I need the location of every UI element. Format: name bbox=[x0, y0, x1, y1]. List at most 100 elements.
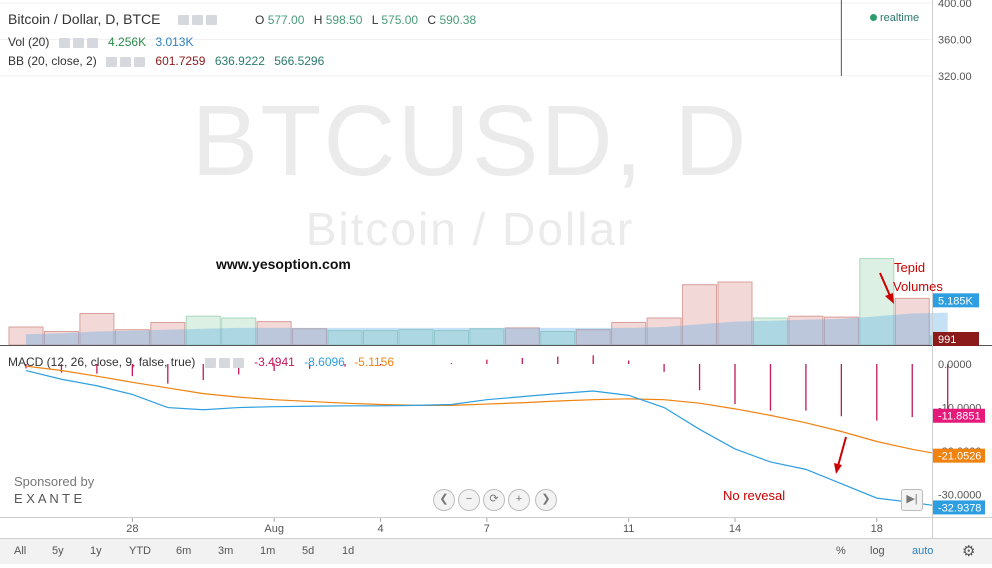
volume-bar bbox=[221, 317, 257, 346]
macd-tick-label: -30.0000 bbox=[938, 490, 981, 502]
time-tick-label: 11 bbox=[623, 523, 634, 535]
auto-toggle[interactable]: auto bbox=[912, 545, 934, 557]
sponsor-brand[interactable]: E X A N T E bbox=[14, 491, 82, 506]
macd-legend: MACD (12, 26, close, 9, false, true) -3.… bbox=[8, 355, 394, 369]
vol-legend: Vol (20) 4.256K 3.013K bbox=[8, 35, 193, 49]
close-label: C bbox=[427, 13, 437, 27]
macd-label-text: -11.8851 bbox=[938, 411, 981, 423]
bb-value-3: 566.5296 bbox=[274, 54, 325, 68]
macd-label: MACD (12, 26, close, 9, false, true) bbox=[8, 355, 196, 369]
macd-eye-icon[interactable] bbox=[204, 357, 216, 368]
range-1y[interactable]: 1y bbox=[90, 545, 102, 557]
arrow-volumes-icon bbox=[879, 272, 894, 304]
high-value: 598.50 bbox=[325, 13, 363, 27]
range-5y[interactable]: 5y bbox=[52, 545, 64, 557]
bb-settings-icon[interactable] bbox=[120, 56, 132, 67]
tepid-annotation: Tepid bbox=[894, 260, 925, 275]
macd-value-3: -5.1156 bbox=[354, 355, 394, 369]
watermark-symbol: BTCUSD, D bbox=[192, 85, 749, 197]
range-1d[interactable]: 1d bbox=[342, 545, 355, 557]
volume-bar bbox=[185, 315, 221, 346]
macd-label-text: -21.0526 bbox=[938, 451, 981, 463]
price-tick-label: 360.00 bbox=[938, 34, 972, 46]
macd-value-2: -8.6096 bbox=[304, 355, 345, 369]
realtime-dot-icon bbox=[870, 14, 877, 21]
bb-eye-icon[interactable] bbox=[106, 56, 118, 67]
ohlc-readout: O 577.00 H 598.50 L 575.00 C 590.38 bbox=[255, 13, 476, 27]
price-tick-label: 320.00 bbox=[938, 71, 972, 83]
volumes-annotation: Volumes bbox=[893, 279, 943, 294]
macd-label-box bbox=[933, 500, 985, 515]
vol-eye-icon[interactable] bbox=[58, 37, 70, 48]
chevron-left-icon: ❮ bbox=[439, 493, 449, 505]
bb-label: BB (20, close, 2) bbox=[8, 54, 97, 68]
price-label-box bbox=[933, 332, 979, 346]
macd-label-text: -32.9378 bbox=[938, 502, 981, 514]
zoom-out-button[interactable]: − bbox=[458, 489, 480, 511]
volume-bar bbox=[752, 317, 788, 346]
volume-bar bbox=[788, 315, 824, 346]
high-label: H bbox=[313, 13, 323, 27]
sponsor-label: Sponsored by bbox=[14, 474, 95, 489]
macd-tick-label: 0.0000 bbox=[938, 359, 972, 371]
eye-icon[interactable] bbox=[178, 15, 190, 26]
no-reversal-annotation: No revesal bbox=[723, 488, 785, 503]
bb-value-1: 601.7259 bbox=[155, 54, 206, 68]
time-tick-label: 7 bbox=[484, 523, 490, 535]
price-label-box bbox=[933, 293, 979, 308]
time-tick-label: 18 bbox=[871, 523, 883, 535]
zoom-in-icon: + bbox=[515, 493, 523, 505]
vol-close-icon[interactable] bbox=[86, 37, 98, 48]
settings-icon[interactable] bbox=[192, 15, 204, 26]
macd-label-box bbox=[933, 408, 985, 423]
symbol-title: Bitcoin / Dollar, D, BTCE bbox=[8, 11, 161, 27]
macd-label-box bbox=[933, 448, 985, 463]
realtime-label: realtime bbox=[880, 12, 920, 24]
volume-ma-area bbox=[26, 312, 948, 345]
zoom-out-icon: − bbox=[465, 493, 473, 505]
range-all[interactable]: All bbox=[14, 545, 27, 557]
macd-value-1: -3.4941 bbox=[254, 355, 295, 369]
gear-icon[interactable]: ⚙ bbox=[962, 543, 976, 560]
range-6m[interactable]: 6m bbox=[176, 545, 192, 557]
watermark-name: Bitcoin / Dollar bbox=[306, 203, 635, 255]
site-annotation: www.yesoption.com bbox=[215, 256, 351, 272]
scroll-right-button[interactable]: ❯ bbox=[535, 489, 557, 511]
open-label: O bbox=[255, 13, 265, 27]
go-to-realtime-button[interactable]: ▶| bbox=[901, 489, 923, 511]
time-tick-label: 14 bbox=[729, 523, 741, 535]
range-1m[interactable]: 1m bbox=[260, 545, 276, 557]
range-5d[interactable]: 5d bbox=[302, 545, 315, 557]
range-3m[interactable]: 3m bbox=[218, 545, 234, 557]
low-value: 575.00 bbox=[381, 13, 419, 27]
time-tick-label: Aug bbox=[264, 523, 284, 535]
close-icon[interactable] bbox=[206, 15, 218, 26]
bb-close-icon[interactable] bbox=[134, 56, 146, 67]
macd-line bbox=[25, 369, 948, 509]
close-value: 590.38 bbox=[439, 13, 477, 27]
price-label-text: 5.185K bbox=[938, 295, 974, 307]
macd-close-icon[interactable] bbox=[232, 357, 244, 368]
open-value: 577.00 bbox=[267, 13, 305, 27]
vol-settings-icon[interactable] bbox=[72, 37, 84, 48]
chart-title: Bitcoin / Dollar, D, BTCE bbox=[8, 11, 220, 27]
macd-settings-icon[interactable] bbox=[218, 357, 230, 368]
range-ytd[interactable]: YTD bbox=[129, 545, 151, 557]
percent-toggle[interactable]: % bbox=[836, 545, 846, 557]
realtime-indicator: realtime bbox=[870, 12, 919, 24]
time-tick-label: 4 bbox=[377, 523, 383, 535]
scroll-left-button[interactable]: ❮ bbox=[433, 489, 455, 511]
reset-icon: ⟳ bbox=[489, 493, 499, 505]
zoom-in-button[interactable]: + bbox=[508, 489, 530, 511]
volume-bar bbox=[894, 297, 930, 346]
bb-value-2: 636.9222 bbox=[214, 54, 265, 68]
price-label-text: 991 bbox=[938, 334, 956, 346]
log-toggle[interactable]: log bbox=[870, 545, 885, 557]
reset-button[interactable]: ⟳ bbox=[483, 489, 505, 511]
arrow-no-reversal-icon bbox=[834, 436, 847, 474]
bb-legend: BB (20, close, 2) 601.7259 636.9222 566.… bbox=[8, 54, 324, 68]
chevron-right-icon: ❯ bbox=[541, 493, 551, 505]
volume-bar bbox=[79, 313, 115, 346]
